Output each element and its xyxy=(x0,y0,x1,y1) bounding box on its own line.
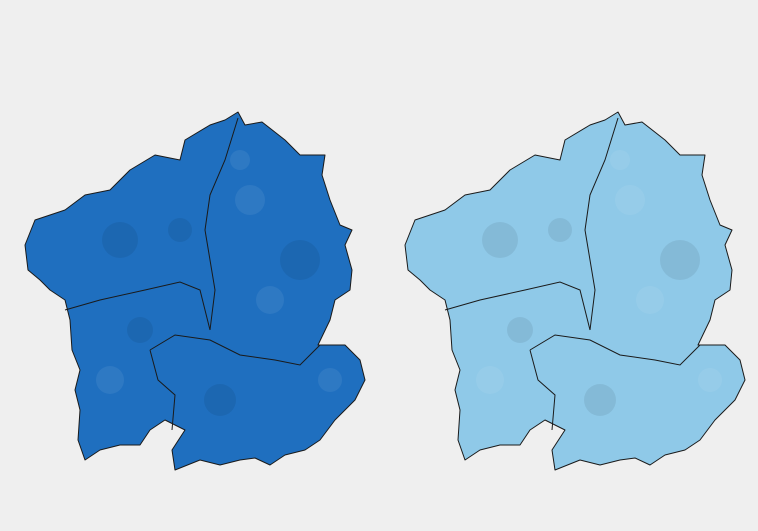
texture-patch xyxy=(636,286,664,314)
texture-patch xyxy=(584,384,616,416)
texture-patch xyxy=(96,366,124,394)
region xyxy=(404,111,746,471)
texture xyxy=(476,150,722,416)
texture-patch xyxy=(204,384,236,416)
texture-patch xyxy=(548,218,572,242)
texture-patch xyxy=(256,286,284,314)
texture-patch xyxy=(698,368,722,392)
texture-patch xyxy=(615,185,645,215)
texture-patch xyxy=(230,150,250,170)
texture-patch xyxy=(482,222,518,258)
texture-patch xyxy=(280,240,320,280)
texture-patch xyxy=(507,317,533,343)
texture-patch xyxy=(102,222,138,258)
texture xyxy=(96,150,342,416)
texture-patch xyxy=(318,368,342,392)
texture-patch xyxy=(168,218,192,242)
texture-patch xyxy=(235,185,265,215)
texture-patch xyxy=(476,366,504,394)
map xyxy=(404,111,746,471)
texture-patch xyxy=(660,240,700,280)
texture-patch xyxy=(127,317,153,343)
texture-patch xyxy=(610,150,630,170)
map xyxy=(24,111,366,471)
region xyxy=(24,111,366,471)
